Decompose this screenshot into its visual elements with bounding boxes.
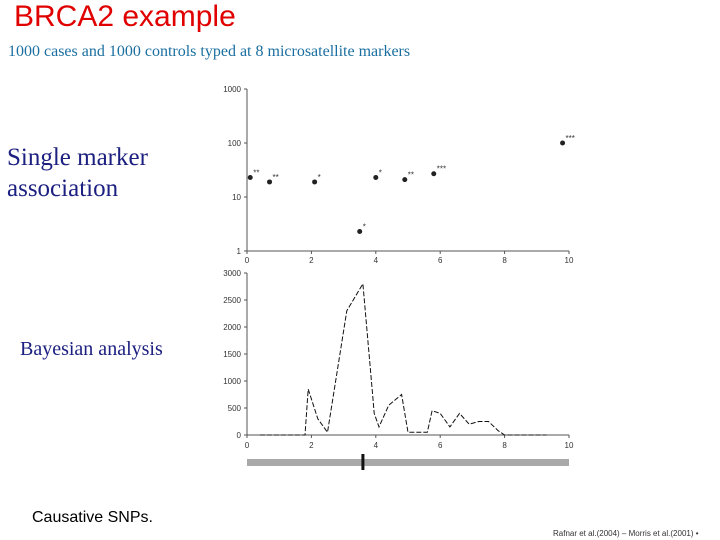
association-point [402,177,408,183]
bayesian-y-tick-label: 1500 [223,350,241,359]
bayesian-x-tick-label: 0 [245,441,250,450]
bayesian-analysis-label: Bayesian analysis [20,338,163,360]
association-point [312,179,318,185]
association-point [431,171,437,177]
bayesian-y-tick-label: 2000 [223,323,241,332]
association-y-tick-label: 1000 [223,85,241,94]
bayesian-y-tick-label: 1000 [223,377,241,386]
association-point-mark: *** [566,134,575,143]
reference-citation: Rafnar et al.(2004) – Morris et al.(2001… [553,529,699,538]
gene-region-bar [247,459,569,466]
association-x-tick-label: 0 [245,256,250,265]
bayesian-x-tick-label: 8 [502,441,507,450]
association-x-tick-label: 8 [502,256,507,265]
association-x-tick-label: 10 [565,256,574,265]
bayesian-y-tick-label: 2500 [223,296,241,305]
association-x-tick-label: 6 [438,256,443,265]
association-x-tick-label: 4 [374,256,379,265]
association-y-tick-label: 100 [228,139,242,148]
association-point-mark: * [318,173,321,182]
association-x-tick-label: 2 [309,256,314,265]
association-point-mark: ** [273,173,279,182]
association-point-mark: *** [437,165,446,174]
single-marker-label: Single marker association [7,144,148,202]
association-point-mark: ** [408,171,414,180]
bayesian-curve [259,282,547,436]
association-point-mark: ** [253,168,259,177]
association-point-mark: * [379,168,382,177]
slide-subtitle: 1000 cases and 1000 controls typed at 8 … [8,43,411,60]
association-point-mark: * [363,222,366,231]
association-point [373,174,379,180]
bayesian-y-tick-label: 0 [237,431,242,440]
causative-snps-label: Causative SNPs. [32,509,153,526]
association-y-tick-label: 1 [237,247,242,256]
bayesian-x-tick-label: 6 [438,441,443,450]
bayesian-y-tick-label: 500 [228,404,242,413]
slide-title: BRCA2 example [14,0,236,33]
association-point [247,174,253,180]
bayesian-x-tick-label: 4 [374,441,379,450]
association-point [267,179,273,185]
causative-snp-marker [361,454,365,470]
association-point [357,228,363,234]
association-y-tick-label: 10 [232,193,241,202]
bayesian-x-tick-label: 10 [565,441,574,450]
association-point [560,140,566,146]
bayesian-x-tick-label: 2 [309,441,314,450]
bayesian-y-tick-label: 3000 [223,269,241,278]
